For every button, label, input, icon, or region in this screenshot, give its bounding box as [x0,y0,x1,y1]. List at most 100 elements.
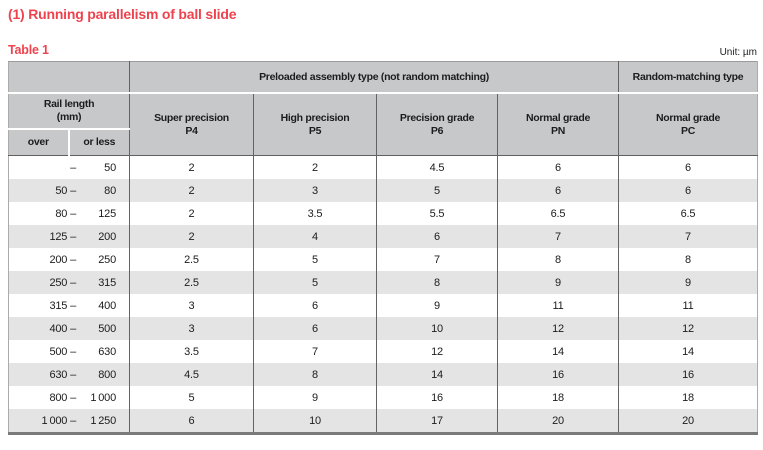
rail-over-value: 250 – [49,276,76,289]
rail-length-line1: Rail length [43,98,95,110]
rail-less-value: 400 [98,299,116,312]
value-pc: 11 [618,294,758,317]
value-p5: 2 [253,155,377,179]
table-row: 500 – 630 3.5 7 12 14 14 [9,340,758,363]
rail-over-value: 200 – [49,253,76,266]
rail-over-value: 500 – [49,345,76,358]
value-p6: 5 [376,179,498,202]
value-pc: 6.5 [618,202,758,225]
rail-less-value: 125 [98,207,116,220]
rail-less-value: 200 [98,230,116,243]
grade-code: PC [681,124,695,137]
rail-over-value: 400 – [49,322,76,335]
table-row: 250 – 315 2.5 5 8 9 9 [8,271,758,294]
header-col-p5: High precision P5 [253,93,377,156]
value-p5: 5 [253,248,377,271]
value-pn: 6 [497,179,619,202]
value-p5: 10 [253,409,377,434]
header-col-p4: Super precision P4 [129,93,254,156]
header-col-p6: Precision grade P6 [376,93,498,156]
rail-range-cell: 400 – 500 [8,317,130,340]
value-p6: 8 [376,271,498,294]
table-row: – 50 2 2 4.5 6 6 [8,155,758,179]
grade-code: P5 [308,124,322,137]
rail-less-value: 630 [98,345,116,358]
rail-length-line2: (mm) [56,111,82,123]
table-row: 125 – 200 2 4 6 7 7 [8,225,758,248]
value-pc: 9 [618,271,758,294]
table-row: 400 – 500 3 6 10 12 12 [8,317,758,340]
value-pn: 18 [497,386,619,409]
value-pn: 12 [497,317,619,340]
rail-range-cell: 125 – 200 [8,225,130,248]
value-p4: 2.5 [129,271,254,294]
rail-less-value: 80 [104,184,116,197]
rail-range-cell: 315 – 400 [9,294,130,317]
rail-range-cell: 1 000 – 1 250 [8,409,130,434]
value-p4: 2 [129,225,254,248]
table-body: – 50 2 2 4.5 6 6 50 – 80 2 3 5 6 6 80 – … [8,155,758,434]
grade-name: Normal grade [655,111,721,124]
rail-range-cell: 250 – 315 [8,271,130,294]
value-p6: 5.5 [376,202,498,225]
rail-less-value: 250 [98,253,116,266]
header-preloaded-group: Preloaded assembly type (not random matc… [129,61,619,94]
value-p6: 14 [376,363,498,386]
rail-over-value: – [70,161,76,174]
value-p6: 9 [376,294,498,317]
rail-over-value: 800 – [49,391,76,404]
rail-less-value: 315 [98,276,116,289]
value-p5: 5 [253,271,377,294]
value-pn: 6.5 [497,202,619,225]
grade-name: Precision grade [399,111,475,124]
value-pc: 14 [618,340,758,363]
header-rail-length: Rail length (mm) [8,93,130,130]
table-row: 50 – 80 2 3 5 6 6 [8,179,758,202]
unit-note: Unit: µm [719,47,757,58]
value-pn: 11 [497,294,619,317]
header-group-row: Preloaded assembly type (not random matc… [8,61,758,94]
rail-over-value: 315 – [49,299,76,312]
rail-over-value: 80 – [55,207,76,220]
table-caption-row: Table 1 Unit: µm [8,43,757,59]
grade-code: P6 [430,124,444,137]
value-p5: 6 [253,317,377,340]
header-or-less: or less [67,129,130,156]
value-p4: 3.5 [129,340,254,363]
value-p4: 2 [129,202,254,225]
rail-less-value: 800 [98,368,116,381]
value-p4: 2.5 [129,248,254,271]
parallelism-table: Preloaded assembly type (not random matc… [8,61,758,435]
header-col-pn: Normal grade PN [497,93,619,156]
grade-name: Normal grade [525,111,591,124]
page-title: (1) Running parallelism of ball slide [8,6,237,22]
table-row: 200 – 250 2.5 5 7 8 8 [9,248,758,271]
value-p6: 10 [376,317,498,340]
value-pc: 20 [618,409,758,434]
rail-range-cell: – 50 [8,155,130,179]
rail-range-cell: 80 – 125 [9,202,130,225]
table-row: 1 000 – 1 250 6 10 17 20 20 [8,409,758,434]
value-pn: 9 [497,271,619,294]
value-p4: 6 [129,409,254,434]
value-pc: 6 [618,155,758,179]
value-pn: 8 [497,248,619,271]
value-p4: 2 [129,179,254,202]
header-sub-row: over or less [8,129,758,156]
value-p6: 7 [376,248,498,271]
table-row: 800 – 1 000 5 9 16 18 18 [9,386,758,409]
value-p5: 4 [253,225,377,248]
value-pn: 6 [497,155,619,179]
table-row: 315 – 400 3 6 9 11 11 [9,294,758,317]
grade-code: PN [551,124,565,137]
value-pc: 12 [618,317,758,340]
value-p4: 2 [129,155,254,179]
rail-less-value: 500 [98,322,116,335]
header-empty-corner [8,61,130,94]
rail-over-value: 630 – [49,368,76,381]
value-p6: 12 [376,340,498,363]
grade-name: High precision [280,111,350,124]
value-pc: 7 [618,225,758,248]
header-name-row: Rail length (mm) Super precision P4 High… [8,93,758,156]
